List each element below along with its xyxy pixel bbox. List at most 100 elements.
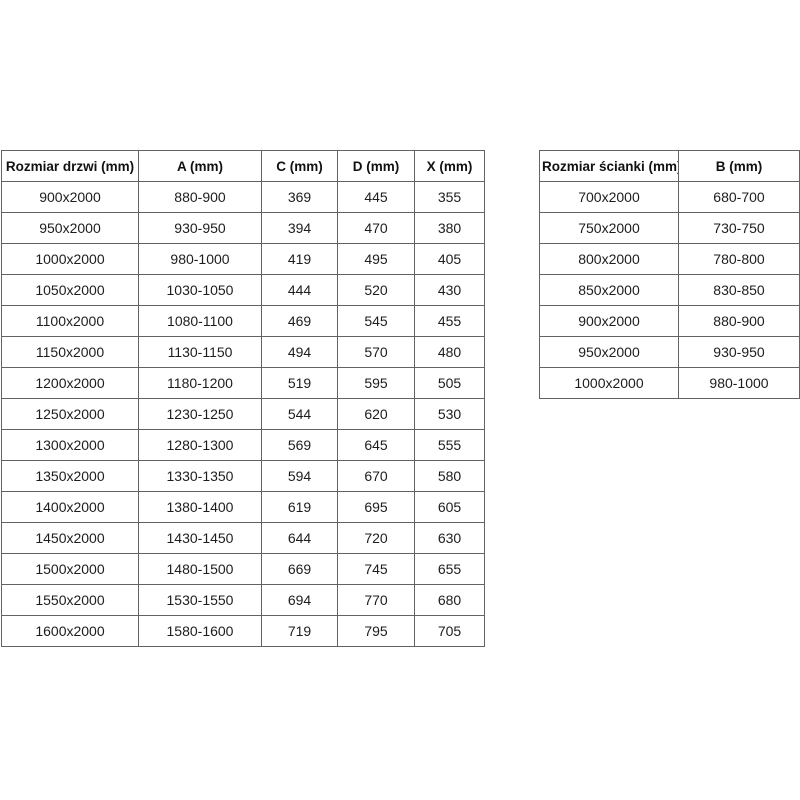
cell-a: 880-900: [138, 181, 262, 213]
cell-rozmiar-drzwi: 1500x2000: [1, 553, 139, 585]
cell-c: 594: [261, 460, 338, 492]
cell-c: 519: [261, 367, 338, 399]
cell-x: 555: [414, 429, 485, 461]
cell-rozmiar-drzwi: 1450x2000: [1, 522, 139, 554]
cell-a: 1380-1400: [138, 491, 262, 523]
table-row: 1200x2000 1180-1200 519 595 505: [1, 367, 485, 399]
table-row: 1000x2000 980-1000: [539, 367, 800, 399]
cell-x: 405: [414, 243, 485, 275]
cell-x: 355: [414, 181, 485, 213]
cell-a: 1130-1150: [138, 336, 262, 368]
table-row: 850x2000 830-850: [539, 274, 800, 306]
cell-rozmiar-drzwi: 1150x2000: [1, 336, 139, 368]
cell-c: 619: [261, 491, 338, 523]
cell-b: 880-900: [678, 305, 800, 337]
cell-c: 419: [261, 243, 338, 275]
cell-rozmiar-drzwi: 1250x2000: [1, 398, 139, 430]
wall-table-header: Rozmiar ścianki (mm) B (mm): [539, 150, 800, 182]
cell-d: 520: [337, 274, 415, 306]
cell-a: 1580-1600: [138, 615, 262, 647]
cell-d: 695: [337, 491, 415, 523]
table-row: 1250x2000 1230-1250 544 620 530: [1, 398, 485, 430]
column-header-a: A (mm): [138, 150, 262, 182]
cell-x: 480: [414, 336, 485, 368]
cell-x: 655: [414, 553, 485, 585]
cell-d: 470: [337, 212, 415, 244]
table-row: 950x2000 930-950: [539, 336, 800, 368]
cell-a: 1030-1050: [138, 274, 262, 306]
cell-a: 1330-1350: [138, 460, 262, 492]
column-header-d: D (mm): [337, 150, 415, 182]
cell-c: 494: [261, 336, 338, 368]
cell-a: 1180-1200: [138, 367, 262, 399]
cell-d: 545: [337, 305, 415, 337]
cell-rozmiar-drzwi: 1550x2000: [1, 584, 139, 616]
table-row: 1150x2000 1130-1150 494 570 480: [1, 336, 485, 368]
cell-x: 455: [414, 305, 485, 337]
cell-a: 1430-1450: [138, 522, 262, 554]
table-row: 1500x2000 1480-1500 669 745 655: [1, 553, 485, 585]
cell-rozmiar-drzwi: 1200x2000: [1, 367, 139, 399]
table-row: 750x2000 730-750: [539, 212, 800, 244]
cell-rozmiar-scianki: 800x2000: [539, 243, 679, 275]
cell-d: 595: [337, 367, 415, 399]
header-row: Rozmiar drzwi (mm) A (mm) C (mm) D (mm) …: [1, 150, 485, 182]
cell-x: 505: [414, 367, 485, 399]
cell-rozmiar-drzwi: 1350x2000: [1, 460, 139, 492]
cell-c: 719: [261, 615, 338, 647]
table-row: 1550x2000 1530-1550 694 770 680: [1, 584, 485, 616]
table-row: 950x2000 930-950 394 470 380: [1, 212, 485, 244]
cell-d: 495: [337, 243, 415, 275]
wall-dimensions-table: Rozmiar ścianki (mm) B (mm) 700x2000 680…: [539, 150, 800, 399]
cell-a: 1480-1500: [138, 553, 262, 585]
cell-d: 620: [337, 398, 415, 430]
cell-a: 1080-1100: [138, 305, 262, 337]
cell-c: 444: [261, 274, 338, 306]
table-row: 1050x2000 1030-1050 444 520 430: [1, 274, 485, 306]
table-row: 1000x2000 980-1000 419 495 405: [1, 243, 485, 275]
cell-rozmiar-drzwi: 950x2000: [1, 212, 139, 244]
cell-x: 380: [414, 212, 485, 244]
table-row: 1100x2000 1080-1100 469 545 455: [1, 305, 485, 337]
cell-rozmiar-drzwi: 1400x2000: [1, 491, 139, 523]
table-row: 900x2000 880-900 369 445 355: [1, 181, 485, 213]
cell-a: 980-1000: [138, 243, 262, 275]
cell-a: 930-950: [138, 212, 262, 244]
cell-c: 469: [261, 305, 338, 337]
cell-c: 369: [261, 181, 338, 213]
cell-x: 430: [414, 274, 485, 306]
cell-d: 445: [337, 181, 415, 213]
door-dimensions-table: Rozmiar drzwi (mm) A (mm) C (mm) D (mm) …: [1, 150, 485, 647]
table-row: 1600x2000 1580-1600 719 795 705: [1, 615, 485, 647]
cell-d: 720: [337, 522, 415, 554]
cell-c: 394: [261, 212, 338, 244]
cell-rozmiar-scianki: 750x2000: [539, 212, 679, 244]
cell-rozmiar-scianki: 950x2000: [539, 336, 679, 368]
cell-c: 569: [261, 429, 338, 461]
cell-c: 544: [261, 398, 338, 430]
column-header-c: C (mm): [261, 150, 338, 182]
cell-rozmiar-scianki: 850x2000: [539, 274, 679, 306]
cell-b: 730-750: [678, 212, 800, 244]
cell-rozmiar-drzwi: 1100x2000: [1, 305, 139, 337]
cell-a: 1230-1250: [138, 398, 262, 430]
door-table-header: Rozmiar drzwi (mm) A (mm) C (mm) D (mm) …: [1, 150, 485, 182]
cell-rozmiar-drzwi: 1050x2000: [1, 274, 139, 306]
cell-rozmiar-drzwi: 1600x2000: [1, 615, 139, 647]
table-row: 1400x2000 1380-1400 619 695 605: [1, 491, 485, 523]
cell-rozmiar-scianki: 900x2000: [539, 305, 679, 337]
cell-x: 530: [414, 398, 485, 430]
column-header-x: X (mm): [414, 150, 485, 182]
cell-c: 694: [261, 584, 338, 616]
cell-b: 680-700: [678, 181, 800, 213]
cell-x: 705: [414, 615, 485, 647]
cell-rozmiar-drzwi: 1000x2000: [1, 243, 139, 275]
cell-x: 580: [414, 460, 485, 492]
cell-a: 1280-1300: [138, 429, 262, 461]
table-row: 800x2000 780-800: [539, 243, 800, 275]
wall-table-body: 700x2000 680-700 750x2000 730-750 800x20…: [539, 181, 800, 399]
cell-b: 830-850: [678, 274, 800, 306]
table-row: 1450x2000 1430-1450 644 720 630: [1, 522, 485, 554]
column-header-b: B (mm): [678, 150, 800, 182]
cell-d: 795: [337, 615, 415, 647]
